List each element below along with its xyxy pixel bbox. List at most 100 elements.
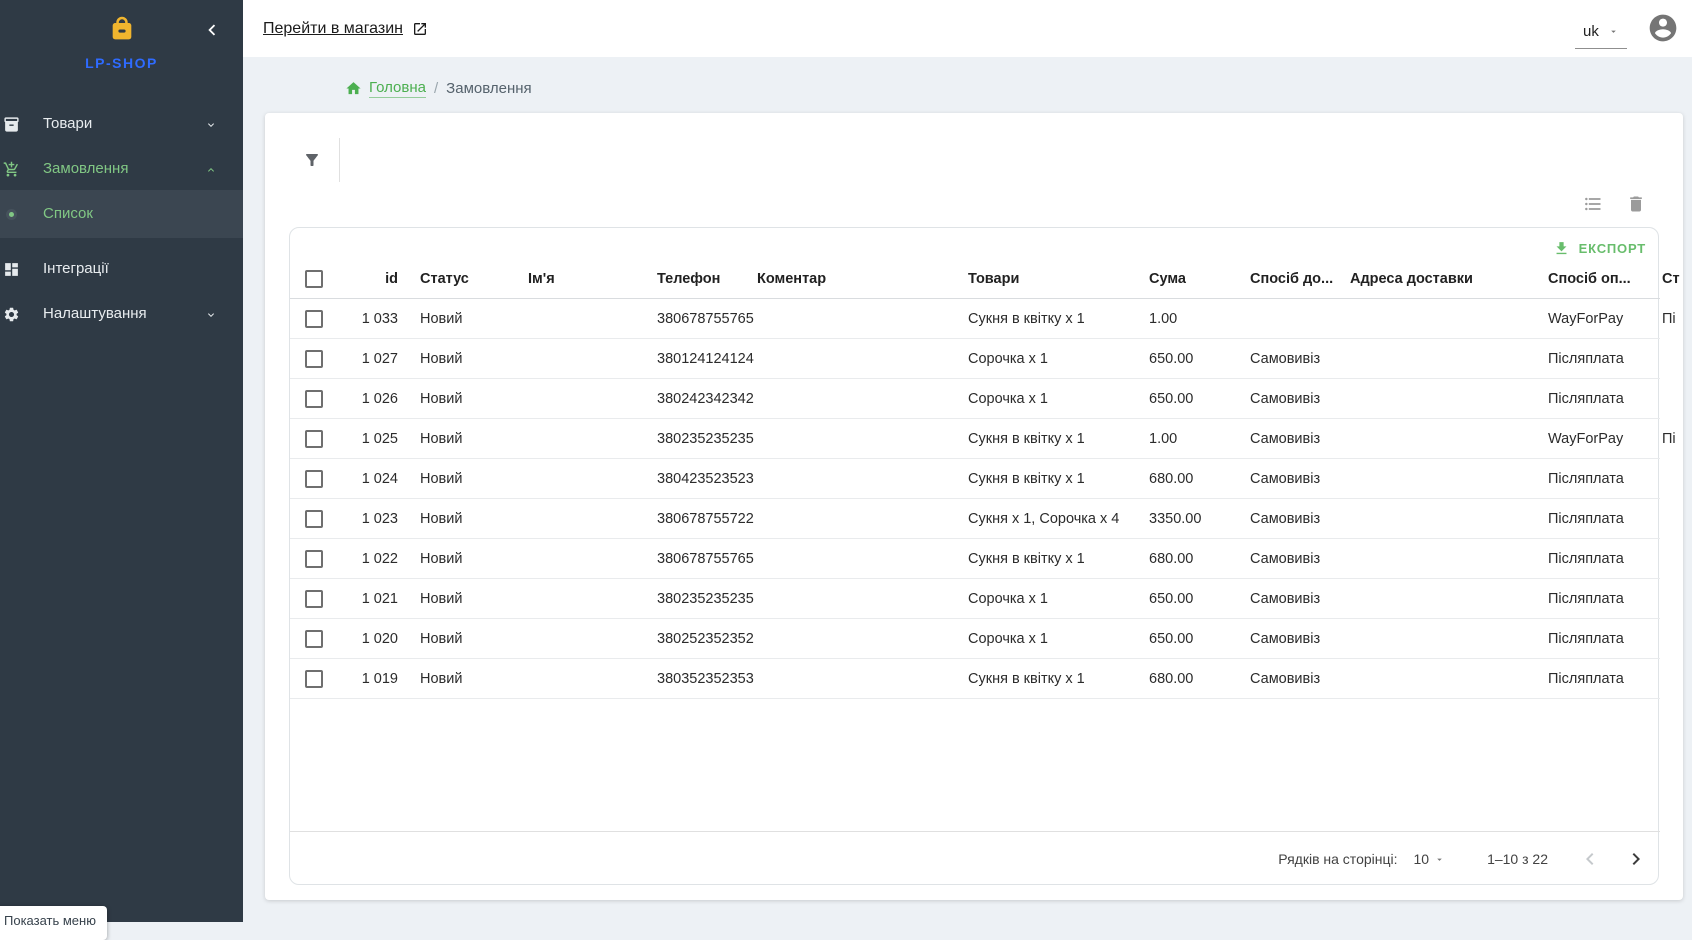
sidebar-item-settings[interactable]: Налаштування — [0, 290, 243, 338]
cell-name — [508, 338, 637, 379]
cell-name — [508, 618, 637, 659]
cell-status: Новий — [400, 338, 508, 379]
table-row[interactable]: 1 021 Новий 380235235235 Сорочка x 1 650… — [290, 578, 1660, 619]
table-row[interactable]: 1 024 Новий 380423523523 Сукня в квітку … — [290, 458, 1660, 499]
select-all-cell — [290, 259, 337, 299]
table-row[interactable]: 1 022 Новий 380678755765 Сукня в квітку … — [290, 538, 1660, 579]
header-products[interactable]: Товари — [948, 259, 1129, 299]
row-checkbox-cell — [290, 498, 337, 539]
row-checkbox[interactable] — [304, 469, 323, 488]
header-name[interactable]: Ім'я — [508, 259, 637, 299]
header-payment[interactable]: Спосіб оп... — [1528, 259, 1642, 299]
table-row[interactable]: 1 020 Новий 380252352352 Сорочка x 1 650… — [290, 618, 1660, 659]
cell-phone: 380352352353 — [637, 658, 754, 699]
cell-address — [1330, 378, 1528, 419]
cell-status: Новий — [400, 418, 508, 459]
cell-delivery: Самовивіз — [1230, 578, 1330, 619]
export-button[interactable]: ЕКСПОРТ — [1549, 235, 1650, 261]
external-link-icon — [412, 21, 428, 37]
cell-address — [1330, 498, 1528, 539]
header-phone[interactable]: Телефон — [637, 259, 737, 299]
cell-comment — [737, 658, 948, 699]
row-checkbox[interactable] — [304, 669, 323, 688]
cell-sum: 680.00 — [1129, 458, 1230, 499]
cell-payment: Післяплата — [1528, 658, 1642, 699]
cell-name — [508, 658, 637, 699]
cell-products: Сукня в квітку x 1 — [948, 658, 1129, 699]
cell-sum: 650.00 — [1129, 378, 1230, 419]
cell-delivery: Самовивіз — [1230, 378, 1330, 419]
cell-name — [508, 498, 637, 539]
sidebar-item-integrations[interactable]: Інтеграції — [0, 245, 243, 293]
rows-per-page-select[interactable]: 10 — [1414, 851, 1446, 867]
select-all-checkbox[interactable] — [304, 269, 323, 288]
cell-status: Новий — [400, 658, 508, 699]
sidebar-item-label: Замовлення — [43, 160, 129, 177]
language-value: uk — [1583, 22, 1599, 40]
add-shopping-cart-icon — [3, 161, 20, 178]
user-avatar-button[interactable] — [1647, 12, 1679, 44]
table-row[interactable]: 1 019 Новий 380352352353 Сукня в квітку … — [290, 658, 1660, 699]
header-delivery[interactable]: Спосіб до... — [1230, 259, 1333, 299]
sidebar-collapse-button[interactable] — [201, 19, 223, 41]
sidebar-item-orders-list[interactable]: Список — [0, 190, 243, 238]
cell-status: Новий — [400, 618, 508, 659]
header-sum[interactable]: Сума — [1129, 259, 1230, 299]
row-checkbox[interactable] — [304, 509, 323, 528]
store-link-label: Перейти в магазин — [263, 19, 403, 37]
next-page-button[interactable] — [1624, 847, 1648, 871]
cell-delivery: Самовивіз — [1230, 338, 1330, 379]
row-checkbox[interactable] — [304, 349, 323, 368]
cell-sum: 680.00 — [1129, 658, 1230, 699]
header-status[interactable]: Статус — [400, 259, 508, 299]
cell-sum: 650.00 — [1129, 618, 1230, 659]
row-checkbox-cell — [290, 378, 337, 419]
row-checkbox[interactable] — [304, 389, 323, 408]
row-checkbox[interactable] — [304, 549, 323, 568]
cell-delivery: Самовивіз — [1230, 498, 1330, 539]
cell-products: Сорочка x 1 — [948, 618, 1129, 659]
sidebar-item-products[interactable]: Товари — [0, 100, 243, 148]
cell-payment-status — [1642, 538, 1660, 579]
cell-payment: WayForPay — [1528, 298, 1642, 339]
breadcrumb-home-link[interactable]: Головна — [345, 79, 426, 98]
header-address[interactable]: Адреса доставки — [1330, 259, 1528, 299]
row-checkbox[interactable] — [304, 429, 323, 448]
main-content: Головна / Замовлення ЕКСПОРТ — [243, 57, 1692, 922]
delete-button[interactable] — [1626, 194, 1646, 214]
cell-payment-status: Пі — [1642, 298, 1676, 339]
go-to-store-link[interactable]: Перейти в магазин — [263, 0, 428, 57]
cell-phone: 380252352352 — [637, 618, 754, 659]
table-row[interactable]: 1 027 Новий 380124124124 Сорочка x 1 650… — [290, 338, 1660, 379]
table-row[interactable]: 1 033 Новий 380678755765 Сукня в квітку … — [290, 298, 1676, 339]
cell-payment: Післяплата — [1528, 538, 1642, 579]
header-comment[interactable]: Коментар — [737, 259, 948, 299]
header-id[interactable]: id — [337, 259, 400, 299]
cell-phone: 380423523523 — [637, 458, 754, 499]
table-row[interactable]: 1 023 Новий 380678755722 Сукня x 1, Соро… — [290, 498, 1660, 539]
chevron-down-icon — [205, 119, 217, 131]
sidebar-item-label: Інтеграції — [43, 260, 109, 277]
cell-comment — [737, 578, 948, 619]
show-menu-tooltip: Показать меню — [0, 906, 107, 940]
sidebar-item-orders[interactable]: Замовлення — [0, 145, 243, 193]
orders-table: id Статус Ім'я Телефон Коментар Товари С… — [290, 259, 1680, 699]
column-list-button[interactable] — [1583, 194, 1603, 214]
header-payment-status[interactable]: Ст — [1642, 259, 1680, 299]
cell-name — [508, 458, 637, 499]
language-select[interactable]: uk — [1575, 14, 1627, 49]
row-checkbox[interactable] — [304, 589, 323, 608]
row-checkbox-cell — [290, 418, 337, 459]
cell-id: 1 026 — [337, 378, 400, 419]
bullet-dot-icon — [6, 209, 17, 220]
cell-comment — [737, 618, 948, 659]
table-row[interactable]: 1 025 Новий 380235235235 Сукня в квітку … — [290, 418, 1676, 459]
cell-phone: 380678755722 — [637, 498, 754, 539]
filter-icon[interactable] — [303, 151, 321, 169]
row-checkbox[interactable] — [304, 629, 323, 648]
cell-id: 1 025 — [337, 418, 400, 459]
cell-phone: 380235235235 — [637, 418, 754, 459]
cell-status: Новий — [400, 458, 508, 499]
row-checkbox[interactable] — [304, 309, 323, 328]
table-row[interactable]: 1 026 Новий 380242342342 Сорочка x 1 650… — [290, 378, 1660, 419]
